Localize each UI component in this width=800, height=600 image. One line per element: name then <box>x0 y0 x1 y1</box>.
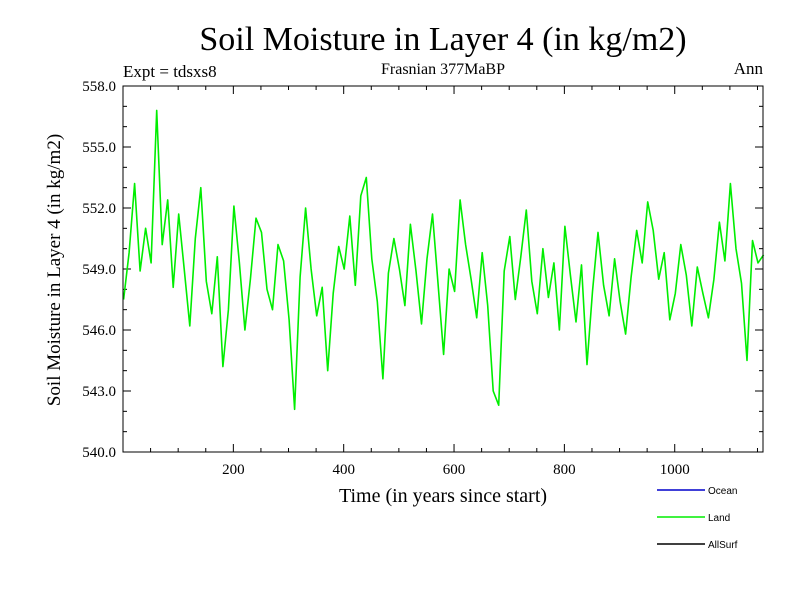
x-tick-label: 600 <box>443 462 466 478</box>
y-tick-label: 558.0 <box>82 79 116 95</box>
experiment-label: Expt = tdsxs8 <box>123 62 217 81</box>
legend-label-allsurf: AllSurf <box>708 540 738 551</box>
legend: Ocean Land AllSurf <box>657 486 738 551</box>
plot-frame <box>122 85 764 453</box>
x-tick-label: 200 <box>222 462 245 478</box>
y-tick-label: 546.0 <box>82 323 116 339</box>
chart-title: Soil Moisture in Layer 4 (in kg/m2) <box>199 21 686 58</box>
x-tick-label: 400 <box>332 462 355 478</box>
plot-series <box>122 109 765 411</box>
y-axis-label: Soil Moisture in Layer 4 (in kg/m2) <box>44 134 65 406</box>
legend-label-land: Land <box>708 513 730 524</box>
legend-label-ocean: Ocean <box>708 486 737 497</box>
period-label: Frasnian 377MaBP <box>381 61 505 78</box>
series-line-land <box>122 109 765 411</box>
x-axis-label: Time (in years since start) <box>339 485 547 507</box>
season-label: Ann <box>734 59 764 78</box>
y-tick-label: 549.0 <box>82 262 116 278</box>
y-tick-label: 555.0 <box>82 140 116 156</box>
y-tick-label: 540.0 <box>82 445 116 461</box>
x-tick-label: 1000 <box>660 462 690 478</box>
x-tick-label: 800 <box>553 462 576 478</box>
y-tick-label: 543.0 <box>82 384 116 400</box>
y-tick-label: 552.0 <box>82 201 116 217</box>
